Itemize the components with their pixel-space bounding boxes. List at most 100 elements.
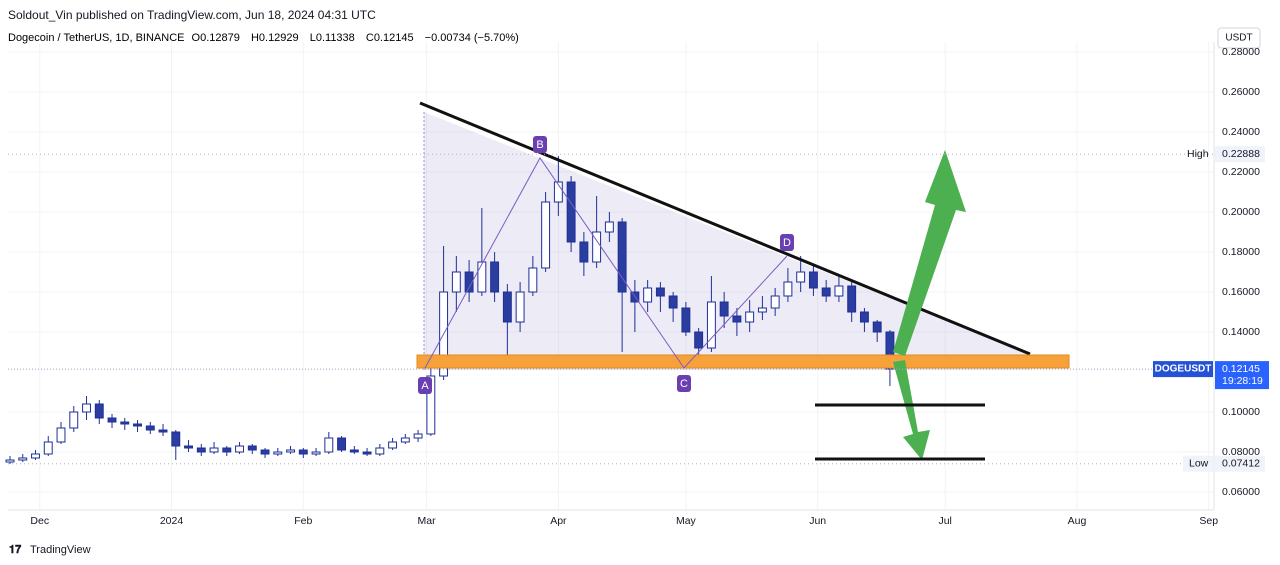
candle-body <box>286 449 296 453</box>
label-c: C <box>677 375 691 392</box>
brand: TradingView <box>30 544 91 556</box>
candle-body <box>719 301 729 317</box>
y-tick-label: 0.14000 <box>1222 326 1260 338</box>
pattern-label: A <box>421 380 429 392</box>
pattern-label: D <box>783 237 791 249</box>
candle-body <box>375 447 385 455</box>
price-markers: High 0.22888 Low 0.07412 DOGEUSDT 0.1214519:2… <box>8 146 1269 472</box>
candle-body <box>604 221 614 233</box>
candle-body <box>158 429 168 433</box>
high-value: 0.22888 <box>1222 148 1260 160</box>
x-tick-label: Jun <box>809 515 826 527</box>
value: 0.12929 <box>258 32 299 44</box>
low-label: Low <box>1189 458 1209 470</box>
label-box <box>780 234 794 251</box>
value: 0.11338 <box>315 32 355 44</box>
candle-body <box>184 445 193 449</box>
candle-body <box>617 221 627 293</box>
candle-body <box>349 449 359 453</box>
pattern-label: B <box>536 139 543 151</box>
publisher: Soldout_Vin published on TradingView.com… <box>8 8 376 22</box>
y-tick-label: 0.24000 <box>1222 126 1260 138</box>
candle-body <box>69 411 79 429</box>
candle-body <box>31 453 40 459</box>
candle-body <box>260 449 270 455</box>
currency[interactable]: USDT <box>1225 33 1252 44</box>
high-label: High <box>1187 148 1209 160</box>
candle-body <box>477 261 487 293</box>
price-value: 0.12145 <box>1222 363 1260 375</box>
pattern-label: C <box>680 378 688 390</box>
symbol: Dogecoin / TetherUS, 1D, BINANCE <box>8 32 185 44</box>
candle-body <box>337 437 347 451</box>
candle-body <box>859 311 869 323</box>
candle-body <box>515 291 525 323</box>
high-box <box>1215 146 1265 163</box>
change: −0.00734 (−5.70%) <box>424 32 519 44</box>
ohlc-h: H0.12929 <box>251 32 303 44</box>
low-tag <box>1183 455 1213 472</box>
value: 0.12879 <box>200 32 240 44</box>
candle-body <box>694 331 704 349</box>
label: O <box>191 32 201 44</box>
candle-body <box>808 271 818 289</box>
candle-body <box>464 271 474 293</box>
candle-body <box>5 459 15 463</box>
up-arrow <box>893 150 966 356</box>
x-tick-label: Apr <box>550 515 567 527</box>
candle-body <box>579 241 589 263</box>
candle-body <box>681 307 691 333</box>
candle-body <box>120 421 130 425</box>
ohlc-o: O0.12879 <box>192 32 244 44</box>
candle-body <box>655 287 665 297</box>
x-tick-label: Aug <box>1068 515 1087 527</box>
brand-logo: 𝟏𝟕 <box>9 544 22 556</box>
candle-body <box>668 295 678 309</box>
currency-button[interactable] <box>1217 27 1261 49</box>
value: 0.12145 <box>373 32 414 44</box>
candle-body <box>362 451 372 455</box>
countdown: 19:28:19 <box>1222 375 1263 387</box>
y-tick-label: 0.16000 <box>1222 286 1260 298</box>
y-tick-label: 0.20000 <box>1222 206 1260 218</box>
candle-body <box>796 271 806 283</box>
candle-body <box>706 301 716 349</box>
candle-body <box>528 267 538 293</box>
label-b: B <box>533 136 547 153</box>
candle-body <box>324 437 334 453</box>
candle-body <box>834 285 844 297</box>
x-tick-label: Jul <box>938 515 951 527</box>
candle-body <box>298 449 308 455</box>
x-tick-label: Mar <box>418 515 437 527</box>
candles <box>5 156 895 464</box>
candle-body <box>490 261 500 293</box>
label-d: D <box>780 234 794 251</box>
down-arrow <box>893 360 930 460</box>
symbol-label: DOGEUSDT <box>1155 364 1212 375</box>
candle-body <box>451 271 461 293</box>
label-box <box>677 375 691 392</box>
candle-body <box>82 403 91 413</box>
price-box <box>1215 361 1269 390</box>
candle-body <box>273 451 283 455</box>
low-box <box>1215 455 1265 472</box>
y-tick-label: 0.06000 <box>1222 486 1260 498</box>
candle-body <box>145 425 155 431</box>
candle-body <box>541 201 551 269</box>
candle-body <box>783 281 793 297</box>
candle-body <box>757 307 767 313</box>
candle-body <box>222 447 232 453</box>
x-tick-label: 2024 <box>160 515 184 527</box>
candle-body <box>196 447 206 453</box>
candle-body <box>745 311 755 323</box>
trendline <box>419 101 1031 356</box>
candle-body <box>56 427 66 443</box>
label: L <box>309 32 316 44</box>
y-tick-label: 0.10000 <box>1222 406 1260 418</box>
label-box <box>418 377 432 394</box>
x-tick-label: Sep <box>1199 515 1218 527</box>
abcd-pattern <box>424 157 788 369</box>
support-zone <box>416 354 1070 369</box>
candle-body <box>821 287 831 297</box>
candle-body <box>235 445 245 453</box>
